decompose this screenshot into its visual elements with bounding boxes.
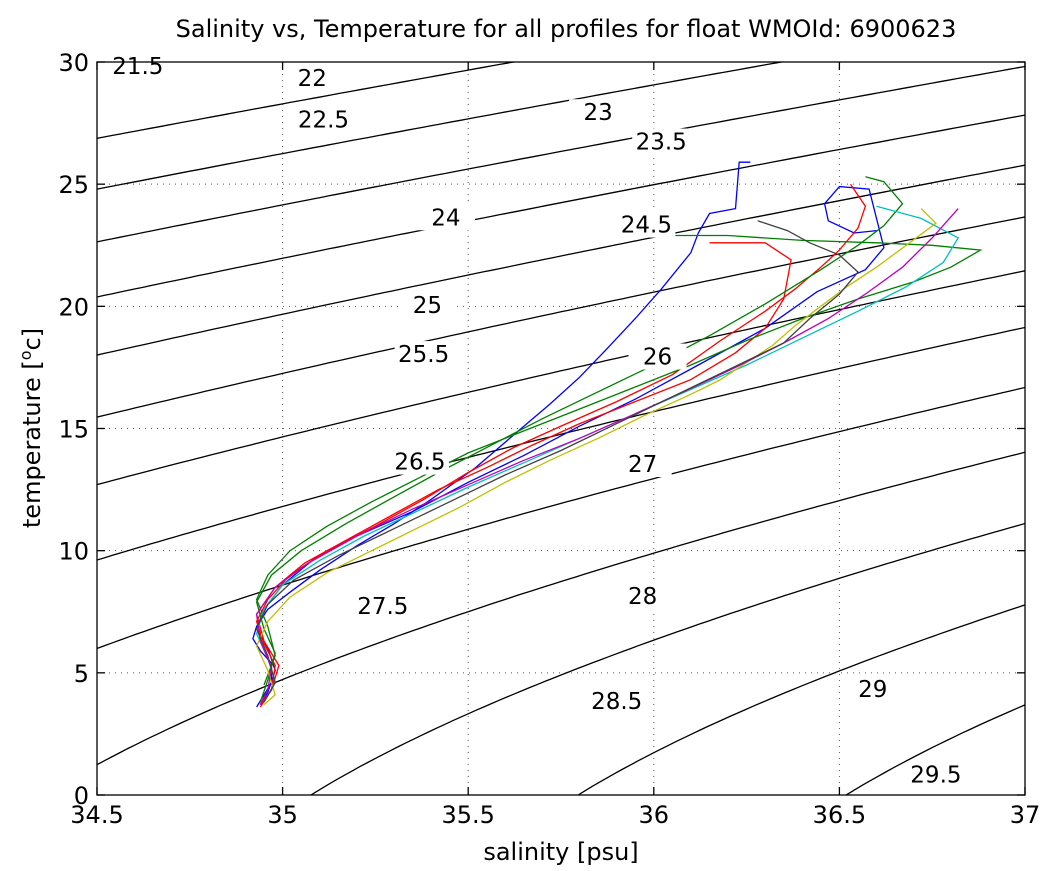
contour-label: 24.5 <box>621 213 672 239</box>
y-tick-label: 20 <box>58 293 89 321</box>
profile-line <box>255 220 859 703</box>
density-contour <box>97 216 1025 418</box>
y-tick-label: 25 <box>58 171 89 199</box>
contour-label-bg <box>394 341 453 368</box>
density-contour <box>97 114 1025 298</box>
contour-label: 22.5 <box>298 108 349 134</box>
contour-label-bg <box>390 448 449 475</box>
y-tick-label: 15 <box>58 416 89 444</box>
contour-label-bg <box>632 128 691 155</box>
profile-line <box>252 161 751 708</box>
contour-label: 25 <box>413 293 442 319</box>
contour-label-bg <box>843 675 902 702</box>
y-tick-label: 10 <box>58 538 89 566</box>
profile-line <box>255 205 960 703</box>
contour-label-bg <box>353 592 412 619</box>
profile-line <box>255 176 904 703</box>
contour-label: 24 <box>431 205 460 231</box>
y-axis-ticks: 0 5 10 15 20 25 30 <box>58 49 1025 810</box>
contour-label: 28.5 <box>591 689 642 715</box>
y-tick-label: 0 <box>74 782 89 810</box>
contour-label-bg <box>416 204 475 231</box>
x-axis-ticks: 34.5 35 35.5 36 36.5 37 <box>70 62 1040 829</box>
contour-label-bg <box>613 451 672 478</box>
contour-label: 27 <box>628 452 657 478</box>
contour-label: 23.5 <box>636 130 687 156</box>
x-tick-label: 36.5 <box>813 801 866 829</box>
x-tick-label: 36 <box>639 801 670 829</box>
density-contour <box>97 451 1025 766</box>
contour-label: 21.5 <box>112 54 163 80</box>
y-tick-label: 5 <box>74 660 89 688</box>
contour-label: 23 <box>583 100 612 126</box>
density-contours <box>97 62 1025 795</box>
contour-label: 26 <box>643 345 672 371</box>
x-tick-label: 37 <box>1010 801 1041 829</box>
x-axis-label: salinity [psu] <box>483 838 638 866</box>
y-tick-label: 30 <box>58 49 89 77</box>
y-axis-label-sup: o <box>16 350 35 360</box>
density-contour <box>97 62 786 190</box>
profile-line <box>255 208 959 705</box>
contour-label: 28 <box>628 584 657 610</box>
density-contour <box>576 604 1025 795</box>
contour-labels: 21.5 22 22.5 23 23.5 24 24.5 25 25.5 26 26.5 27 27.5… <box>108 52 965 788</box>
density-contour <box>97 270 1025 486</box>
contour-label-bg <box>628 343 687 370</box>
density-contour <box>309 522 1025 795</box>
contour-label: 29.5 <box>910 762 961 788</box>
contour-label: 26.5 <box>394 450 445 476</box>
contour-label-bg <box>108 52 167 79</box>
profile-line <box>255 234 983 686</box>
contour-label-bg <box>906 761 965 788</box>
density-contour <box>97 326 1025 561</box>
contour-label-bg <box>613 582 672 609</box>
x-tick-label: 35 <box>267 801 298 829</box>
contour-label-bg <box>587 688 646 715</box>
contour-label: 22 <box>298 66 327 92</box>
profile-line <box>255 208 937 706</box>
contour-label: 29 <box>858 677 887 703</box>
y-axis-label-unit: c] <box>18 328 46 351</box>
density-contour <box>97 386 1025 650</box>
profile-lines <box>252 161 983 708</box>
contour-label-bg <box>569 99 628 126</box>
chart-title: Salinity vs, Temperature for all profile… <box>176 15 957 43</box>
contour-label: 25.5 <box>398 342 449 368</box>
y-axis-label-main: temperature [ <box>18 360 46 528</box>
x-tick-label: 35.5 <box>441 801 494 829</box>
contour-label: 27.5 <box>357 594 408 620</box>
contour-label-bg <box>617 211 676 238</box>
y-axis-label: temperature [oc] <box>16 328 46 528</box>
profile-line <box>255 242 792 705</box>
density-contour <box>97 65 1025 243</box>
contour-label-bg <box>283 64 342 91</box>
contour-label-bg <box>294 106 353 133</box>
contour-label-bg <box>398 292 457 319</box>
x-tick-label: 34.5 <box>70 801 123 829</box>
density-contour <box>844 704 1025 795</box>
grid-lines <box>97 62 1025 795</box>
